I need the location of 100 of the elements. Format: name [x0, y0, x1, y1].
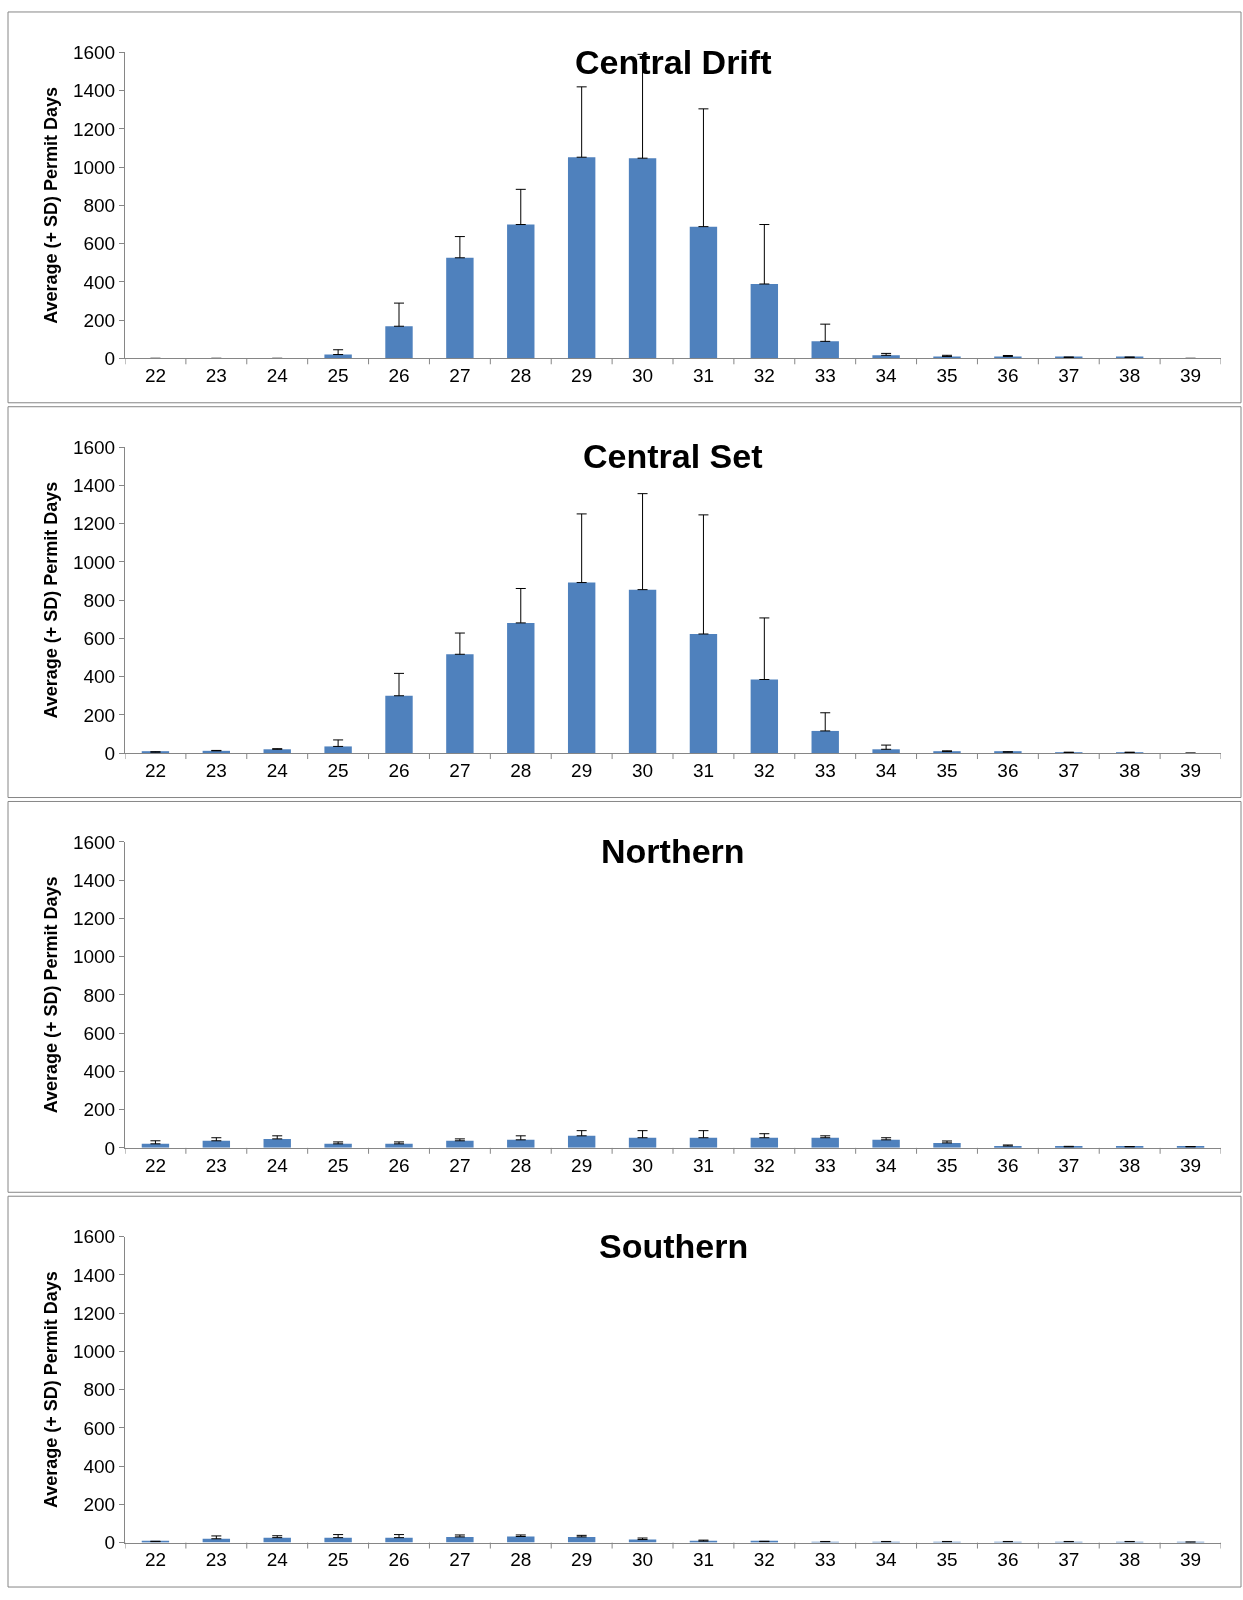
chart-title: Northern [601, 832, 745, 870]
x-tick-label: 29 [571, 759, 593, 781]
x-tick-label: 39 [1179, 1154, 1202, 1176]
x-tick-label: 34 [875, 759, 898, 781]
y-axis-title: Average (+ SD) Permit Days [41, 481, 62, 719]
x-tick-label: 34 [875, 1549, 898, 1571]
x-tick-label: 32 [753, 1549, 775, 1571]
y-tick-label: 800 [83, 984, 116, 1006]
x-tick-label: 22 [144, 759, 167, 781]
x-tick-label: 28 [510, 1549, 532, 1571]
y-tick-label: 400 [83, 271, 116, 293]
x-tick-label: 28 [510, 1154, 532, 1176]
x-tick-label: 34 [875, 365, 898, 387]
y-tick-label: 1600 [72, 1226, 116, 1248]
y-tick-label: 1200 [72, 118, 116, 140]
x-tick-label: 36 [997, 759, 1019, 781]
x-tick-label: 22 [144, 1154, 167, 1176]
x-tick-label: 36 [997, 365, 1019, 387]
x-tick-label: 29 [571, 1154, 593, 1176]
x-tick-label: 35 [936, 1154, 958, 1176]
x-tick-label: 37 [1058, 1549, 1080, 1571]
y-tick-label: 600 [83, 628, 116, 650]
x-tick-label: 33 [814, 365, 836, 387]
x-tick-label: 28 [510, 365, 532, 387]
x-tick-label: 25 [327, 1154, 349, 1176]
x-tick-label: 35 [936, 365, 958, 387]
y-tick-label: 1400 [72, 80, 116, 102]
y-tick-label: 200 [83, 1494, 116, 1516]
x-tick-label: 24 [266, 1549, 289, 1571]
y-tick-label: 1600 [72, 831, 116, 853]
x-tick-label: 35 [936, 1549, 958, 1571]
y-tick-label: 600 [83, 233, 116, 255]
y-axis-title: Average (+ SD) Permit Days [41, 1271, 62, 1509]
y-tick-label: 800 [83, 195, 116, 217]
x-tick-label: 23 [205, 365, 227, 387]
x-tick-label: 28 [510, 759, 532, 781]
x-tick-label: 26 [388, 759, 410, 781]
y-tick-label: 800 [83, 1379, 116, 1401]
y-axis-title: Average (+ SD) Permit Days [41, 876, 62, 1114]
x-tick-label: 39 [1179, 1549, 1202, 1571]
x-tick-label: 33 [814, 1154, 836, 1176]
y-tick-label: 1400 [72, 1264, 116, 1286]
y-tick-label: 1400 [72, 475, 116, 497]
x-tick-label: 27 [449, 1154, 471, 1176]
x-tick-label: 31 [692, 1549, 715, 1571]
x-tick-label: 22 [144, 365, 167, 387]
y-tick-label: 1000 [72, 551, 116, 573]
y-tick-label: 1000 [72, 946, 116, 968]
x-tick-label: 38 [1119, 1154, 1141, 1176]
x-tick-label: 35 [936, 759, 958, 781]
y-tick-label: 1600 [72, 42, 116, 64]
chart-title: Central Set [583, 437, 763, 475]
x-tick-label: 38 [1119, 365, 1141, 387]
x-tick-label: 37 [1058, 365, 1080, 387]
y-tick-label: 0 [104, 348, 116, 370]
x-tick-label: 24 [266, 365, 289, 387]
x-tick-label: 37 [1058, 759, 1080, 781]
x-tick-label: 26 [388, 1549, 410, 1571]
x-tick-label: 27 [449, 759, 471, 781]
y-tick-label: 200 [83, 704, 116, 726]
y-tick-label: 400 [83, 1061, 116, 1083]
x-tick-label: 38 [1119, 1549, 1141, 1571]
x-tick-label: 36 [997, 1549, 1019, 1571]
x-tick-label: 22 [144, 1549, 167, 1571]
x-tick-label: 24 [266, 759, 289, 781]
y-tick-label: 200 [83, 1099, 116, 1121]
x-tick-label: 26 [388, 1154, 410, 1176]
y-tick-label: 800 [83, 589, 116, 611]
x-tick-label: 32 [753, 1154, 775, 1176]
y-tick-label: 400 [83, 666, 116, 688]
x-tick-label: 33 [814, 1549, 836, 1571]
x-tick-label: 37 [1058, 1154, 1080, 1176]
y-tick-label: 400 [83, 1455, 116, 1477]
y-tick-label: 1400 [72, 869, 116, 891]
x-tick-label: 31 [692, 759, 715, 781]
y-tick-label: 0 [104, 742, 116, 764]
x-tick-label: 25 [327, 365, 349, 387]
x-tick-label: 33 [814, 759, 836, 781]
x-tick-label: 30 [631, 1549, 654, 1571]
y-tick-label: 1000 [72, 1341, 116, 1363]
x-tick-label: 24 [266, 1154, 289, 1176]
y-tick-label: 1200 [72, 513, 116, 535]
chart-title: Southern [599, 1227, 749, 1265]
x-tick-label: 39 [1179, 759, 1202, 781]
y-tick-label: 600 [83, 1417, 116, 1439]
x-tick-label: 30 [631, 365, 654, 387]
y-tick-label: 1600 [72, 436, 116, 458]
x-tick-label: 27 [449, 1549, 471, 1571]
y-tick-label: 1000 [72, 156, 116, 178]
y-tick-label: 0 [104, 1137, 116, 1159]
y-tick-label: 1200 [72, 1302, 116, 1324]
x-tick-label: 32 [753, 759, 775, 781]
x-tick-label: 31 [692, 365, 715, 387]
x-tick-label: 30 [631, 1154, 654, 1176]
x-tick-label: 23 [205, 759, 227, 781]
x-tick-label: 26 [388, 365, 410, 387]
x-tick-label: 34 [875, 1154, 898, 1176]
y-axis-title: Average (+ SD) Permit Days [41, 86, 62, 324]
x-tick-label: 31 [692, 1154, 715, 1176]
x-tick-label: 30 [631, 759, 654, 781]
